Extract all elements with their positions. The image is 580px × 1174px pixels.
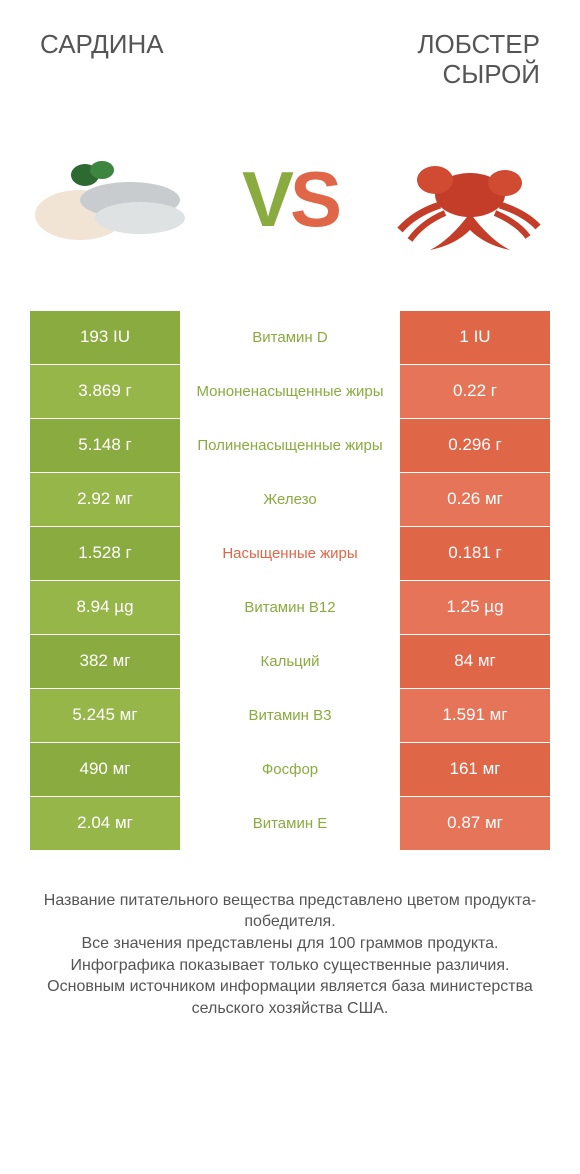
title-right: ЛОБСТЕРСЫРОЙ: [417, 30, 540, 90]
table-row: 382 мгКальций84 мг: [30, 634, 550, 688]
images-row: VS: [0, 100, 580, 300]
cell-right-value: 1 IU: [400, 311, 550, 364]
cell-right-value: 1.25 µg: [400, 581, 550, 634]
cell-left-value: 8.94 µg: [30, 581, 180, 634]
cell-nutrient-label: Полиненасыщенные жиры: [180, 419, 400, 472]
cell-left-value: 5.245 мг: [30, 689, 180, 742]
cell-right-value: 0.296 г: [400, 419, 550, 472]
cell-nutrient-label: Железо: [180, 473, 400, 526]
cell-left-value: 3.869 г: [30, 365, 180, 418]
footer-line-1: Название питательного вещества представл…: [30, 890, 550, 933]
cell-nutrient-label: Кальций: [180, 635, 400, 688]
cell-right-value: 0.87 мг: [400, 797, 550, 850]
cell-right-value: 0.181 г: [400, 527, 550, 580]
table-row: 8.94 µgВитамин B121.25 µg: [30, 580, 550, 634]
cell-right-value: 0.22 г: [400, 365, 550, 418]
cell-left-value: 1.528 г: [30, 527, 180, 580]
footer-line-4: Основным источником информации является …: [30, 976, 550, 1019]
cell-nutrient-label: Витамин B12: [180, 581, 400, 634]
cell-left-value: 2.04 мг: [30, 797, 180, 850]
header: САРДИНА ЛОБСТЕРСЫРОЙ: [0, 0, 580, 100]
vs-v: V: [242, 155, 290, 243]
table-row: 5.245 мгВитамин B31.591 мг: [30, 688, 550, 742]
table-row: 5.148 гПолиненасыщенные жиры0.296 г: [30, 418, 550, 472]
cell-right-value: 84 мг: [400, 635, 550, 688]
footer-line-2: Все значения представлены для 100 граммо…: [30, 933, 550, 955]
cell-nutrient-label: Витамин E: [180, 797, 400, 850]
cell-right-value: 161 мг: [400, 743, 550, 796]
table-row: 2.04 мгВитамин E0.87 мг: [30, 796, 550, 850]
table-row: 2.92 мгЖелезо0.26 мг: [30, 472, 550, 526]
table-row: 1.528 гНасыщенные жиры0.181 г: [30, 526, 550, 580]
footer: Название питательного вещества представл…: [0, 850, 580, 1020]
vs-s: S: [290, 155, 338, 243]
cell-nutrient-label: Насыщенные жиры: [180, 527, 400, 580]
cell-nutrient-label: Витамин D: [180, 311, 400, 364]
title-left: САРДИНА: [40, 30, 164, 90]
cell-right-value: 1.591 мг: [400, 689, 550, 742]
vs-label: VS: [242, 154, 338, 245]
footer-line-3: Инфографика показывает только существенн…: [30, 955, 550, 977]
cell-nutrient-label: Витамин B3: [180, 689, 400, 742]
lobster-image: [380, 130, 550, 270]
cell-left-value: 2.92 мг: [30, 473, 180, 526]
cell-nutrient-label: Фосфор: [180, 743, 400, 796]
cell-left-value: 193 IU: [30, 311, 180, 364]
cell-left-value: 382 мг: [30, 635, 180, 688]
table-row: 3.869 гМононенасыщенные жиры0.22 г: [30, 364, 550, 418]
cell-nutrient-label: Мононенасыщенные жиры: [180, 365, 400, 418]
cell-left-value: 5.148 г: [30, 419, 180, 472]
table-row: 193 IUВитамин D1 IU: [30, 310, 550, 364]
nutrition-table: 193 IUВитамин D1 IU3.869 гМононенасыщенн…: [0, 310, 580, 850]
sardine-image: [30, 130, 200, 270]
table-row: 490 мгФосфор161 мг: [30, 742, 550, 796]
cell-left-value: 490 мг: [30, 743, 180, 796]
cell-right-value: 0.26 мг: [400, 473, 550, 526]
